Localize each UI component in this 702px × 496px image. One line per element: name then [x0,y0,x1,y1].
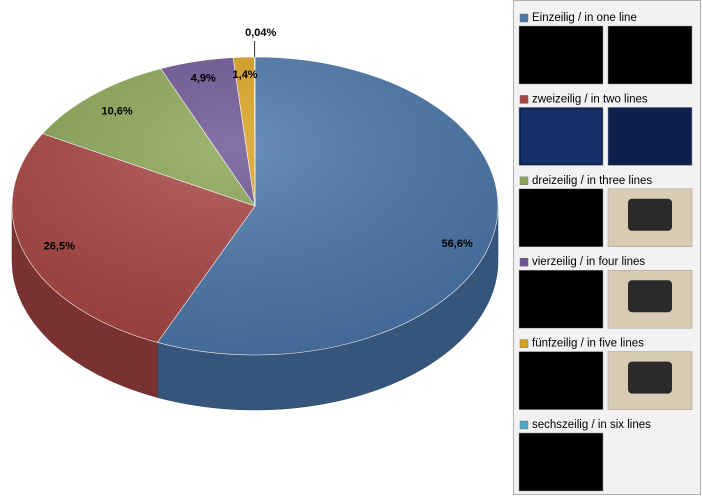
thumbnail-inner [628,198,672,231]
legend-thumbnail [518,432,604,492]
data-label: 1,4% [233,69,258,81]
legend-thumbnail [518,351,604,410]
legend-thumbnail [518,269,604,329]
legend-swatch [519,13,529,23]
legend-swatch [519,176,529,186]
legend-thumbnail [518,188,604,248]
legend: Einzeilig / in one line zweizeilig / in t… [518,12,693,492]
pie [11,56,499,411]
legend-label: zweizeilig / in two lines [532,93,648,105]
legend-swatch [519,95,529,104]
data-label: 56,6% [442,238,473,250]
data-label: 4,9% [191,73,216,85]
legend-swatch [519,420,529,430]
legend-thumbnail [518,25,604,85]
legend-label: vierzeilig / in four lines [532,256,645,268]
legend-label: sechszeilig / in six lines [532,419,651,431]
thumbnail-inner [628,280,672,313]
legend-thumbnail [607,25,693,85]
thumbnail-inner [628,361,672,394]
data-label: 0,04% [245,27,276,39]
legend-label: fünfzeilig / in five lines [532,338,644,350]
data-label: 26,5% [44,240,75,252]
thumbnail-texture [521,109,601,164]
legend-thumbnail [607,107,693,166]
legend-label: dreizeilig / in three lines [532,175,652,187]
data-labels: 56,6% 26,5% 10,6% 4,9% 1,4% 0,04% [44,27,473,252]
legend-swatch [519,339,529,348]
legend-label: Einzeilig / in one line [532,12,637,24]
legend-swatch [519,257,529,267]
data-label: 10,6% [101,106,132,118]
